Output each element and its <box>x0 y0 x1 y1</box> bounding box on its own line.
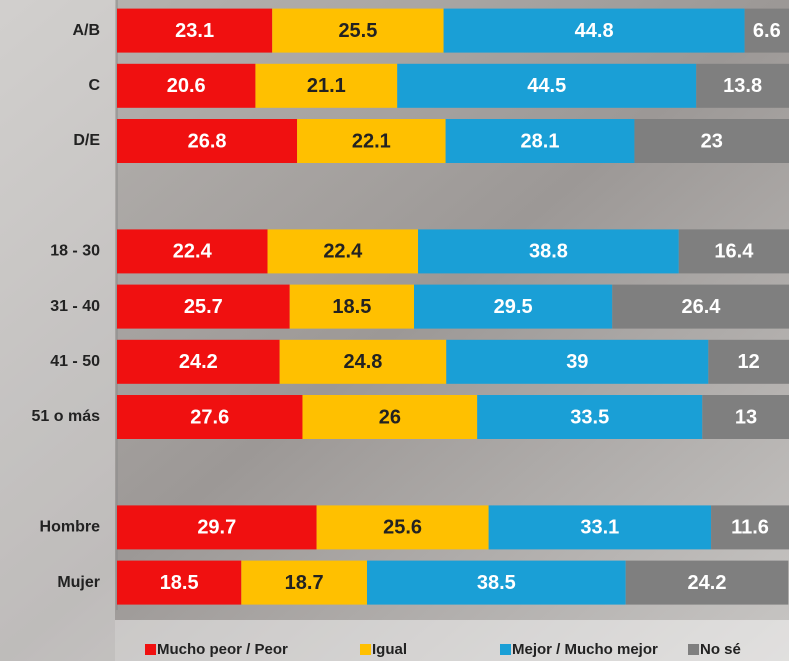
category-label: Mujer <box>57 574 100 591</box>
value-label: 44.8 <box>575 20 614 42</box>
legend-label: Igual <box>372 641 407 658</box>
value-label: 27.6 <box>190 406 229 428</box>
value-label: 12 <box>738 351 760 373</box>
value-label: 29.7 <box>197 517 236 539</box>
value-label: 24.8 <box>343 351 382 373</box>
value-label: 18.7 <box>285 572 324 594</box>
value-label: 33.1 <box>580 517 619 539</box>
value-label: 38.5 <box>477 572 516 594</box>
category-label: D/E <box>73 132 100 149</box>
value-label: 22.4 <box>173 241 213 263</box>
value-label: 11.6 <box>731 517 769 539</box>
value-label: 33.5 <box>570 406 609 428</box>
legend-swatch <box>360 644 371 655</box>
legend-swatch <box>500 644 511 655</box>
label-panel <box>0 0 115 661</box>
category-label: 51 o más <box>32 408 101 425</box>
value-label: 20.6 <box>167 75 206 97</box>
legend-label: Mejor / Mucho mejor <box>512 641 658 658</box>
value-label: 22.1 <box>352 130 391 152</box>
value-label: 39 <box>566 351 588 373</box>
value-label: 38.8 <box>529 241 568 263</box>
value-label: 24.2 <box>688 572 727 594</box>
value-label: 25.7 <box>184 296 223 318</box>
value-label: 22.4 <box>323 241 363 263</box>
value-label: 6.6 <box>753 20 781 42</box>
category-label: C <box>88 77 100 94</box>
legend-swatch <box>688 644 699 655</box>
value-label: 28.1 <box>521 130 560 152</box>
value-label: 26.4 <box>681 296 721 318</box>
legend-label: No sé <box>700 641 741 658</box>
legend-swatch <box>145 644 156 655</box>
value-label: 13.8 <box>723 75 762 97</box>
value-label: 13 <box>735 406 757 428</box>
value-label: 29.5 <box>494 296 533 318</box>
category-label: A/B <box>72 22 100 39</box>
category-label: 18 - 30 <box>50 243 100 260</box>
value-label: 18.5 <box>160 572 199 594</box>
value-label: 44.5 <box>527 75 566 97</box>
value-label: 18.5 <box>332 296 371 318</box>
value-label: 16.4 <box>714 241 754 263</box>
chart: A/B 23.1 25.5 44.8 6.6 C 20.6 21.1 44.5 13.8 D/E 26… <box>0 0 789 661</box>
value-label: 25.5 <box>338 20 377 42</box>
value-label: 26.8 <box>188 130 227 152</box>
legend-label: Mucho peor / Peor <box>157 641 288 658</box>
value-label: 26 <box>379 406 401 428</box>
value-label: 23.1 <box>175 20 214 42</box>
category-label: 41 - 50 <box>50 353 100 370</box>
value-label: 21.1 <box>307 75 346 97</box>
value-label: 25.6 <box>383 517 422 539</box>
value-label: 23 <box>701 130 723 152</box>
value-label: 24.2 <box>179 351 218 373</box>
category-label: Hombre <box>40 519 101 536</box>
category-label: 31 - 40 <box>50 298 100 315</box>
